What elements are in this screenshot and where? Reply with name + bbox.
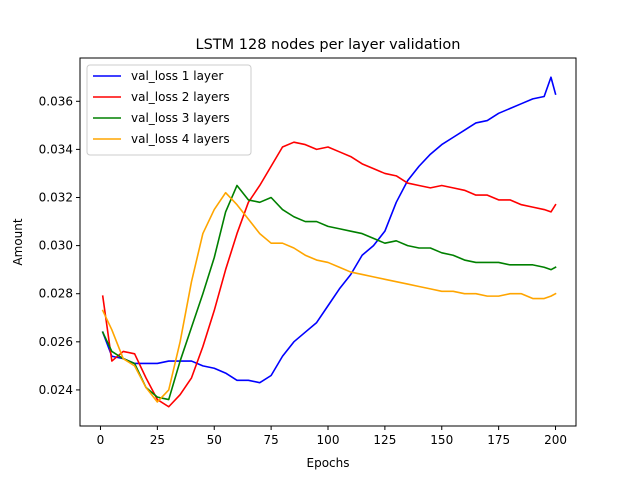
- x-tick-label: 125: [373, 433, 396, 447]
- x-axis-title: Epochs: [307, 456, 350, 470]
- x-tick-label: 150: [430, 433, 453, 447]
- y-axis: 0.024 0.026 0.028 0.030 0.032 0.034 0.036: [39, 94, 80, 397]
- legend-box: [86, 64, 252, 156]
- y-tick-label: 0.024: [39, 383, 73, 397]
- series-line-1: [101, 76, 557, 384]
- y-tick-label: 0.032: [39, 191, 73, 205]
- legend-label-1: val_loss 1 layer: [131, 69, 223, 83]
- y-tick-label: 0.026: [39, 335, 73, 349]
- series-layer: [101, 76, 557, 408]
- x-tick-label: 50: [207, 433, 222, 447]
- chart-title: LSTM 128 nodes per layer validation: [196, 37, 461, 53]
- x-tick-label: 175: [487, 433, 510, 447]
- series-line-3: [101, 184, 557, 401]
- x-tick-label: 200: [544, 433, 567, 447]
- y-tick-label: 0.034: [39, 142, 73, 156]
- series-line-4: [101, 191, 557, 403]
- legend: val_loss 1 layer val_loss 2 layers val_los…: [86, 64, 252, 156]
- legend-label-2: val_loss 2 layers: [131, 90, 230, 104]
- x-tick-label: 25: [150, 433, 165, 447]
- x-tick-label: 75: [263, 433, 278, 447]
- series-line-2: [101, 141, 557, 408]
- legend-label-4: val_loss 4 layers: [131, 132, 230, 146]
- legend-label-3: val_loss 3 layers: [131, 111, 230, 125]
- plot-area: [79, 57, 577, 427]
- y-tick-label: 0.028: [39, 287, 73, 301]
- y-tick-label: 0.030: [39, 239, 73, 253]
- x-axis: 0 25 50 75 100 125 150 175 200: [97, 426, 567, 447]
- y-tick-label: 0.036: [39, 94, 73, 108]
- y-axis-title: Amount: [11, 218, 25, 265]
- x-tick-label: 0: [97, 433, 105, 447]
- x-tick-label: 100: [317, 433, 340, 447]
